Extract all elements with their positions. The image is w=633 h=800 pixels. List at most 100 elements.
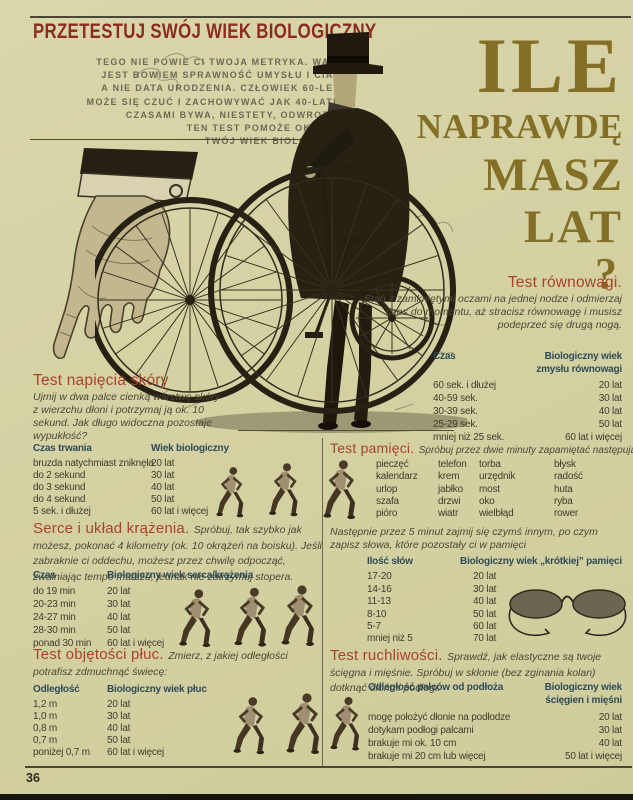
table-row: do 2 sekund 30 lat [33,470,318,482]
table-cell: 30 lat [151,470,175,481]
table-row: pieczęć telefon torba błysk [376,459,622,471]
table-header-row: Czas trwania Wiek biologiczny [33,443,318,455]
section-title-balance: Test równowagi. [507,274,622,291]
table-cell: 70 lat [473,633,497,645]
table-body: 1,2 m 20 lat 1,0 m 30 lat 0,8 m 40 lat 0,7 m 50… [33,699,283,759]
table-cell: 60 sek. i dłużej [433,380,496,391]
table-cell: do 19 min [33,586,76,597]
skin-instructions: Ujmij w dwa palce cienką warstwę skóry z… [33,391,220,442]
table-body: mogę położyć dłonie na podłodze 20 lat dot… [368,711,622,763]
runner-icon [267,462,300,518]
mobility-table: Odległość palców od podłoża Biologiczny … [368,681,622,763]
main-title-question-mark: ? [595,249,617,298]
table-row: 28-30 min 50 lat [33,624,283,637]
table-header-cell: Biologiczny wiek zmysłu równowagi [536,351,622,375]
table-cell: 30 lat [598,393,622,404]
text-line: TEGO NIE POWIE CI TWOJA METRYKA. WAŻNA [96,57,352,67]
pointing-hand-illustration [52,148,198,360]
table-cell: 5-7 [367,621,381,633]
table-body: bruzda natychmiast zniknęła 20 lat do 2 se… [33,458,318,518]
table-cell: 11-13 [367,596,391,608]
table-cell: do 2 sekund [33,470,86,481]
section-title-lungs: Test objętości płuc. [33,646,164,663]
runner-icon [178,588,212,649]
table-cell: mniej niż 5 [367,633,413,645]
section-title-heart: Serce i układ krążenia. [33,520,190,537]
runner-icon [214,466,246,519]
table-cell: 50 lat [151,494,175,505]
lungs-section-intro: Test objętości płuc. Zmierz, z jakiej od… [33,646,323,679]
section-title-memory: Test pamięci. [330,440,415,456]
main-title: ILE NAPRAWDĘ MASZ LAT ? [417,27,623,298]
heart-instructions: Spróbuj, tak szybko jak możesz, pokonać … [33,524,322,583]
table-row: 25-29 sek. 50 lat [433,418,622,431]
table-row: 1,0 m 30 lat [33,711,283,723]
table-cell: 60 lat i więcej [151,506,209,517]
spectacles-illustration [508,589,627,637]
table-cell: 50 lat [473,608,497,620]
intro-paragraph: TEGO NIE POWIE CI TWOJA METRYKA. WAŻNA JE… [30,56,352,148]
table-header-cell: Odległość palców od podłoża [368,682,504,693]
table-cell: 17-20 [367,571,392,583]
table-cell: 40 lat [598,406,622,417]
top-rule [30,16,631,18]
skin-table: Czas trwania Wiek biologiczny bruzda nat… [33,443,318,518]
table-cell: do 3 sekund [33,482,86,493]
table-row: 0,7 m 50 lat [33,735,283,747]
table-row: 5 sek. i dłużej 60 lat i więcej [33,506,318,518]
section-title-skin: Test napięcia skóry [33,372,169,389]
table-header-cell: Wiek biologiczny [151,443,229,454]
table-cell: ponad 30 min [33,638,92,649]
table-cell: 20 lat [107,699,131,710]
table-cell: drzwi [438,495,461,507]
scan-edge [0,794,633,800]
runner-icon [233,695,265,757]
heart-table: Czas Biologiczny wiek serca/krążenia do … [33,569,283,650]
table-cell: 0,8 m [33,723,58,734]
table-cell: 24-27 min [33,612,76,623]
table-cell: 1,0 m [33,711,58,722]
table-cell: 40 lat [107,612,131,623]
table-cell: kalendarz [376,471,418,483]
table-body: 60 sek. i dłużej 20 lat 40-59 sek. 30 lat 30… [433,379,622,444]
table-cell: szafa [376,495,399,507]
table-cell: 50 lat [107,625,131,636]
table-cell: 30 lat [598,725,622,736]
table-cell: 60 lat i więcej [107,747,165,758]
table-cell: telefon [438,459,467,470]
balance-instructions: Stań z zamkniętymi oczami na jednej nodz… [364,293,622,331]
table-cell: dotykam podłogi palcami [368,725,474,736]
column-divider [322,438,323,766]
table-cell: brakuje mi 20 cm lub więcej [368,751,486,762]
memory-note: Następnie przez 5 minut zajmij się czymś… [330,526,598,551]
table-header-cell: Czas [33,570,56,581]
table-row: 14-16 30 lat [367,584,622,596]
table-cell: 20 lat [151,458,175,469]
runner-icon [330,690,360,758]
memory-word-grid: pieczęć telefon torba błysk kalendarz krem urz… [376,459,622,520]
table-header-cell: Czas [433,351,456,362]
table-cell: 20 lat [473,571,497,583]
table-row: pióro wiatr wielbłąd rower [376,508,622,520]
table-cell: błysk [554,459,576,470]
table-cell: 20 lat [598,380,622,391]
text-line: CZASAMI BYWA, NIESTETY, ODWROTNIE. [125,109,352,120]
table-cell: rower [554,508,579,520]
table-header-cell: Biologiczny wiek „krótkiej” pamięci [460,556,622,567]
mobility-section-intro: Test ruchliwości. Sprawdź, jak elastyczn… [330,648,630,696]
table-cell: 50 lat i więcej [564,751,622,762]
table-body: do 19 min 20 lat 20-23 min 30 lat 24-27 min 4… [33,585,283,650]
table-cell: 30 lat [107,599,131,610]
text-line: TEN TEST POMOŻE OKREŚLIĆ [186,123,352,134]
table-cell: urlop [376,483,398,495]
mobility-instructions: Sprawdź, jak elastyczne są twoje ścięgna… [330,651,602,694]
table-cell: 5 sek. i dłużej [33,506,91,517]
table-cell: 14-16 [367,583,392,595]
table-cell: 40 lat [151,482,175,493]
table-row: 40-59 sek. 30 lat [433,392,622,405]
table-cell: huta [554,483,573,495]
text-line: TWÓJ WIEK BIOLOGICZNY. [204,136,352,147]
table-cell: 1,2 m [33,699,58,710]
table-row: ponad 30 min 60 lat i więcej [33,637,283,650]
table-row: kalendarz krem urzędnik radość [376,471,622,483]
